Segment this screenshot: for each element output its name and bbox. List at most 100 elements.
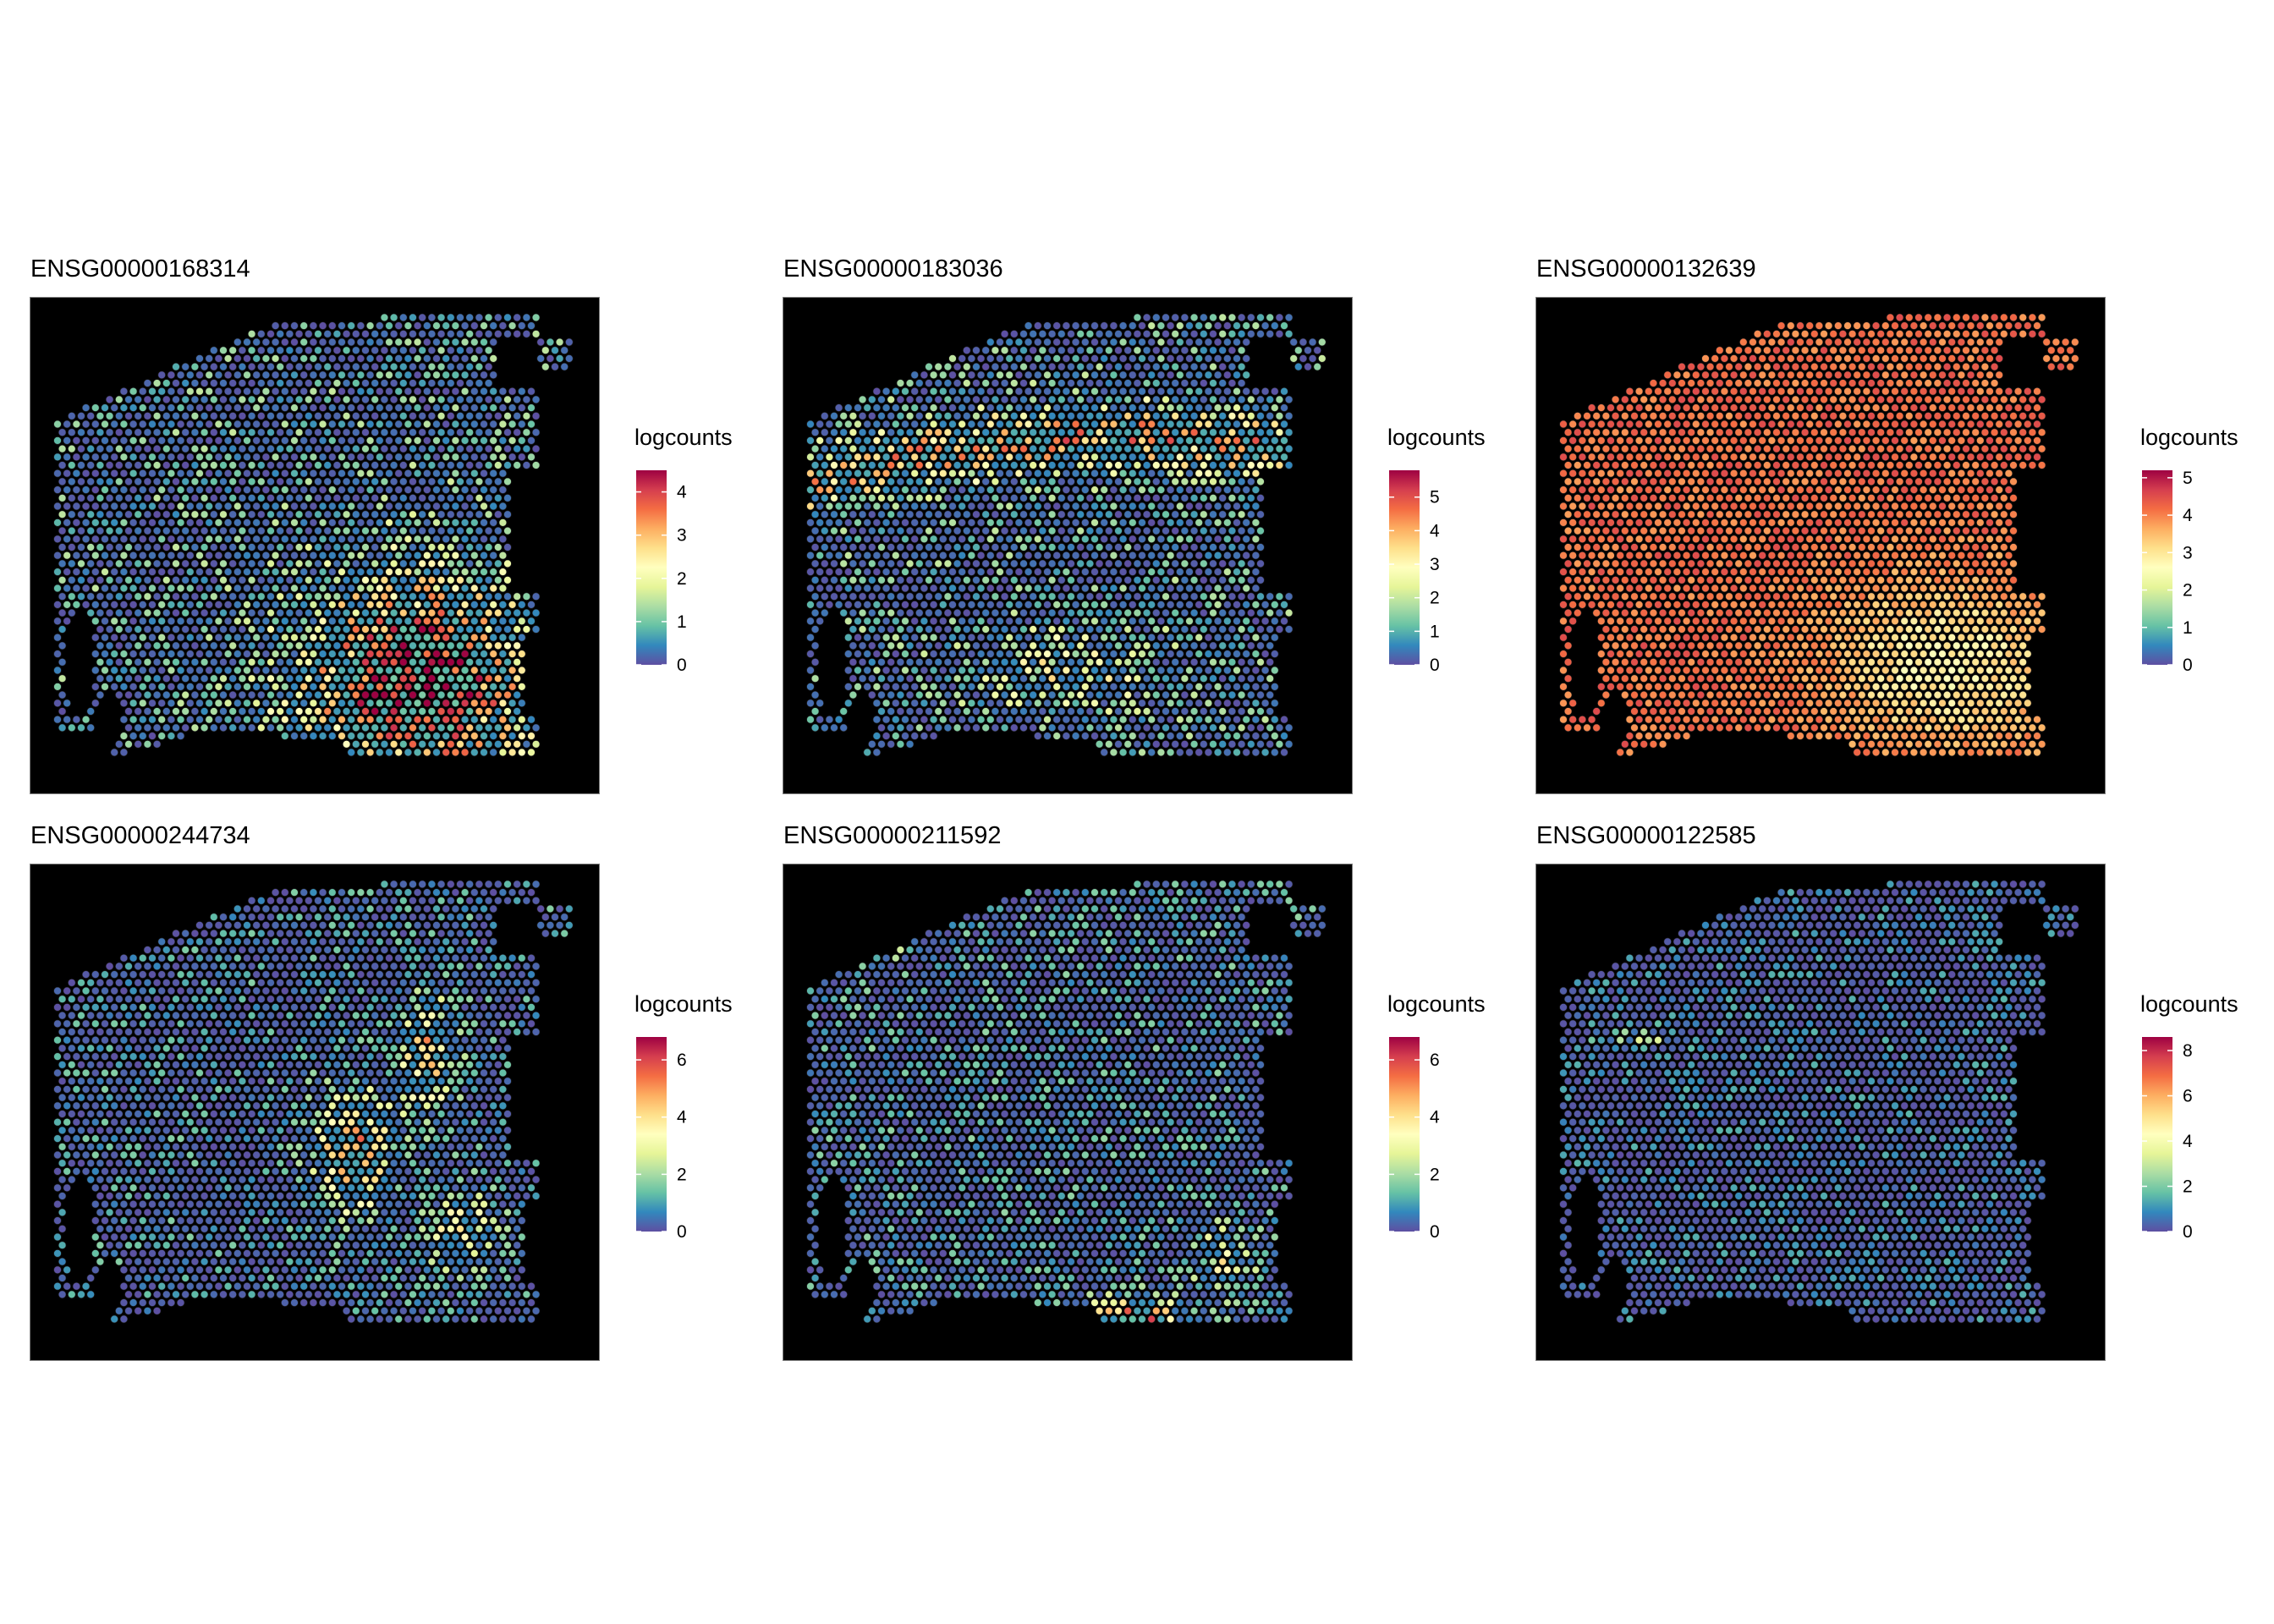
spot-1439 [1133, 576, 1142, 584]
spot-1029 [887, 510, 895, 518]
spot-1338 [1085, 559, 1095, 568]
spot-659 [1105, 444, 1113, 453]
spot-1060 [1180, 510, 1189, 518]
spot-1368 [910, 568, 919, 576]
spot-1274 [929, 551, 938, 560]
spot-2227 [233, 716, 242, 724]
spot-95 [1919, 337, 1928, 347]
spot-1956 [1024, 666, 1033, 675]
spot-1493 [432, 584, 441, 593]
spot-1954 [252, 666, 261, 675]
spot-1010 [404, 502, 413, 511]
spot-160 [1129, 354, 1137, 363]
spot-2040 [939, 683, 948, 691]
spot-2226 [223, 716, 233, 724]
spot-1148 [352, 526, 360, 535]
spot-935 [905, 494, 915, 502]
spot-1066 [484, 510, 493, 518]
spot-132 [437, 346, 446, 354]
spot-801 [996, 469, 1004, 478]
spot-2262 [839, 723, 848, 732]
spot-1408 [839, 576, 848, 584]
spot-482 [119, 420, 129, 429]
spot-1032 [162, 510, 171, 518]
spot-1794 [498, 634, 508, 642]
spot-1744 [484, 625, 493, 634]
spot-80 [1024, 337, 1033, 347]
spot-1520 [991, 592, 1000, 601]
spot-144 [976, 354, 986, 363]
spot-931 [115, 494, 124, 502]
spot-1378 [1005, 568, 1013, 576]
spot-1912 [294, 658, 304, 667]
spot-614 [1156, 436, 1166, 445]
spot-358 [1114, 395, 1123, 404]
spot-165 [1929, 354, 1937, 363]
colorbar-tick-label-3: 3 [1430, 555, 1440, 574]
spot-1372 [948, 568, 957, 576]
spot-2156 [423, 699, 431, 707]
spot-927 [830, 494, 838, 502]
spot-1395 [1166, 568, 1175, 576]
spot-1385 [318, 568, 327, 576]
spot-2067 [442, 683, 450, 691]
spot-864 [389, 477, 398, 486]
spot-582 [101, 436, 109, 445]
spot-660 [361, 444, 370, 453]
spot-22 [1824, 321, 1833, 330]
spot-809 [1071, 469, 1080, 478]
spot-103 [489, 337, 497, 347]
spot-1629 [1067, 608, 1075, 617]
spot-1714 [200, 625, 209, 634]
spot-29 [1138, 321, 1146, 330]
spot-46 [1010, 330, 1019, 338]
spot-461 [409, 412, 417, 420]
spot-792 [910, 469, 919, 478]
spot-120 [1829, 346, 1837, 354]
spot-1695 [1223, 617, 1232, 625]
spot-2303 [1256, 723, 1265, 732]
spot-416 [1204, 403, 1213, 412]
spot-2054 [1071, 683, 1080, 691]
spot-381 [119, 403, 129, 412]
spot-1046 [294, 510, 304, 518]
spot-2146 [328, 699, 337, 707]
spot-1465 [920, 584, 929, 593]
spot-1167 [825, 535, 834, 543]
spot-1501 [810, 592, 820, 601]
spot-978 [854, 502, 862, 511]
spot-803 [1014, 469, 1024, 478]
spot-667 [1180, 444, 1189, 453]
spot-405 [347, 403, 355, 412]
spot-844 [953, 477, 962, 486]
spot-1556 [844, 601, 853, 609]
spot-73 [1266, 330, 1274, 338]
spot-610 [1118, 436, 1128, 445]
spot-626 [518, 436, 526, 445]
spot-173 [1289, 354, 1298, 363]
spot-1549 [1266, 592, 1274, 601]
spot-1909 [266, 658, 275, 667]
spot-51 [305, 330, 313, 338]
spot-478 [81, 420, 91, 429]
spot-1230 [972, 543, 980, 551]
spot-1098 [328, 518, 337, 527]
spot-1805 [915, 641, 924, 650]
spot-110 [1734, 346, 1743, 354]
spot-2020 [1189, 674, 1199, 683]
spot-1907 [247, 658, 256, 667]
spot-146 [1749, 354, 1757, 363]
spot-328 [1261, 387, 1270, 396]
spot-2256 [1261, 716, 1270, 724]
spot-2220 [167, 716, 176, 724]
spot-2057 [347, 683, 355, 691]
spot-717 [1166, 453, 1175, 462]
spot-2156 [1176, 699, 1184, 707]
spot-plot [53, 313, 574, 757]
spot-1513 [172, 592, 180, 601]
spot-2059 [1118, 683, 1128, 691]
spot-583 [863, 436, 871, 445]
spot-52 [1067, 330, 1075, 338]
spot-2333 [1213, 732, 1222, 740]
spot-407 [1118, 403, 1128, 412]
